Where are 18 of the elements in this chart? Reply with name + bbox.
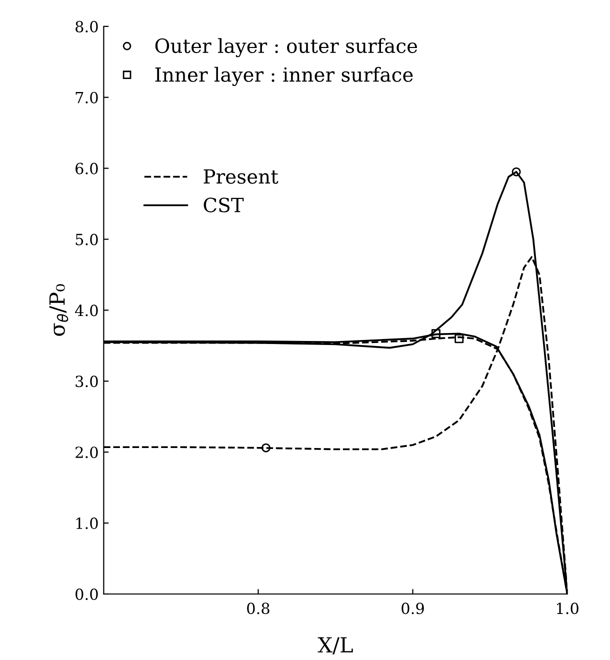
y-tick-label: 3.0: [76, 376, 98, 388]
y-tick-label: 2.0: [76, 446, 98, 458]
y-tick-label: 5.0: [76, 234, 98, 246]
y-tick-label: 6.0: [76, 162, 98, 174]
x-tick-label: 1.0: [557, 602, 578, 614]
y-tick-label: 1.0: [76, 518, 98, 530]
x-tick-label: 0.9: [402, 602, 424, 614]
y-tick-label: 7.0: [76, 92, 98, 104]
y-tick-label: 0.0: [76, 588, 98, 600]
x-tick-label: 0.8: [247, 602, 270, 614]
y-axis-title: σ$_{θ}$/P₀: [49, 284, 68, 336]
legend-label: Present: [204, 169, 278, 184]
x-axis-title: X/L: [318, 637, 353, 654]
y-tick-label: 4.0: [75, 304, 98, 316]
legend-label: CST: [204, 198, 244, 212]
legend-label: Inner layer : inner surface: [155, 66, 413, 86]
legend-label: Outer layer : outer surface: [155, 38, 418, 58]
y-tick-label: 8.0: [76, 20, 98, 32]
